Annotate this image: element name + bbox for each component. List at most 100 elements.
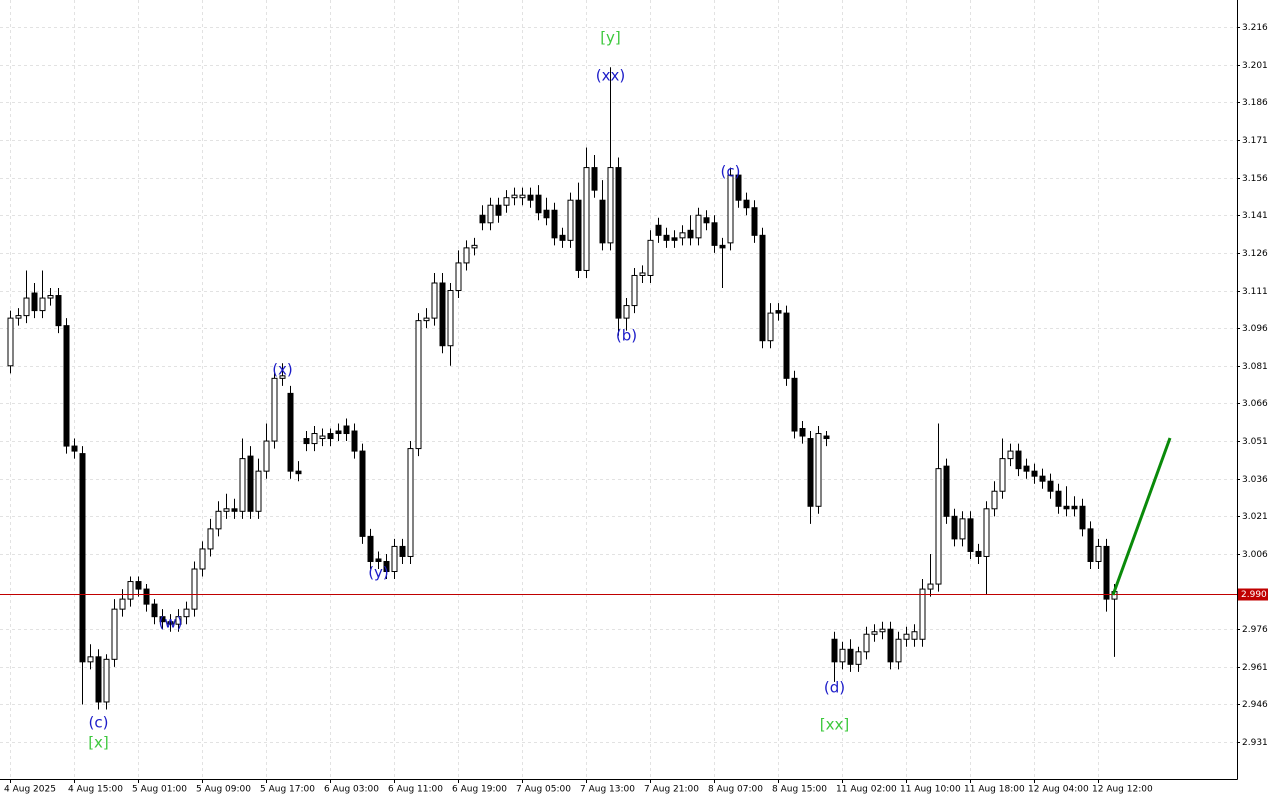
candle-body: [695, 214, 702, 239]
candle-body: [255, 470, 262, 512]
candle-body: [247, 455, 254, 512]
candle-body: [223, 508, 230, 512]
candle-body: [799, 428, 806, 437]
forecast-line: [1111, 437, 1172, 596]
candle-body: [335, 430, 342, 435]
candle-body: [23, 297, 30, 317]
x-tick-label: 7 Aug 13:00: [580, 785, 635, 795]
candle-body: [815, 433, 822, 507]
wave-label: (x): [272, 361, 293, 379]
candle-body: [807, 438, 814, 507]
axes-labels: 2.931 2.946 2.961 2.976 3.006 3.021 3.036 3.051…: [4, 23, 1268, 795]
candle-body: [199, 548, 206, 570]
candle-body: [831, 638, 838, 663]
candle-body: [231, 508, 238, 512]
candle-body: [711, 222, 718, 246]
candle-body: [319, 435, 326, 440]
candle-body: [895, 638, 902, 663]
candle-body: [607, 167, 614, 244]
candle-body: [495, 204, 502, 216]
candle-body: [407, 448, 414, 557]
candle-body: [615, 167, 622, 319]
candle-body: [79, 453, 86, 663]
y-tick-label: 2.946: [1242, 700, 1268, 710]
candle-body: [399, 545, 406, 557]
candle-body: [39, 297, 46, 312]
candle-body: [7, 317, 14, 367]
candle-body: [359, 450, 366, 537]
candles: [7, 67, 1118, 710]
candle-body: [439, 282, 446, 347]
candle-body: [543, 209, 550, 219]
candle-body: [655, 224, 662, 236]
y-tick-label: 2.976: [1242, 625, 1268, 635]
candle-body: [927, 583, 934, 590]
candle-body: [879, 628, 886, 633]
wave-label: (b): [616, 327, 637, 345]
y-tick-label: 3.111: [1242, 287, 1268, 297]
candle-body: [215, 510, 222, 530]
x-tick-label: 12 Aug 04:00: [1028, 785, 1089, 795]
candle-body: [919, 588, 926, 640]
candle-body: [647, 239, 654, 276]
candle-body: [791, 377, 798, 432]
y-tick-label: 3.201: [1242, 61, 1268, 71]
candle-body: [735, 174, 742, 201]
candle-body: [1023, 465, 1030, 472]
candle-body: [599, 199, 606, 244]
candle-body: [1031, 470, 1038, 477]
candle-body: [887, 628, 894, 663]
y-tick-label: 2.961: [1242, 663, 1268, 673]
candle-body: [455, 262, 462, 292]
candle-body: [271, 377, 278, 442]
candle-body: [111, 608, 118, 660]
candle-body: [31, 292, 38, 312]
candle-body: [55, 295, 62, 327]
candle-body: [759, 234, 766, 342]
wave-label: (xx): [596, 67, 625, 85]
candle-body: [383, 560, 390, 573]
candle-body: [983, 508, 990, 557]
candle-body: [15, 315, 22, 319]
candle-body: [279, 375, 286, 379]
candle-body: [591, 167, 598, 191]
y-tick-label: 3.096: [1242, 324, 1268, 334]
candle-body: [1071, 505, 1078, 510]
y-tick-label: 3.156: [1242, 174, 1268, 184]
candle-body: [95, 656, 102, 703]
y-tick-label: 3.006: [1242, 550, 1268, 560]
candle-body: [103, 658, 110, 703]
y-tick-label: 3.036: [1242, 475, 1268, 485]
candle-body: [703, 217, 710, 224]
x-tick-label: 5 Aug 17:00: [260, 785, 315, 795]
candle-body: [855, 651, 862, 665]
x-tick-label: 5 Aug 09:00: [196, 785, 251, 795]
candle-body: [167, 621, 174, 625]
wave-label: [y]: [600, 29, 621, 47]
candle-body: [303, 438, 310, 445]
x-tick-label: 7 Aug 21:00: [644, 785, 699, 795]
candle-body: [639, 272, 646, 276]
candle-body: [847, 648, 854, 665]
candle-body: [367, 535, 374, 562]
candle-body: [463, 247, 470, 264]
candle-body: [183, 608, 190, 618]
candle-body: [431, 282, 438, 319]
candle-body: [671, 237, 678, 241]
x-tick-label: 7 Aug 05:00: [516, 785, 571, 795]
candle-body: [175, 616, 182, 625]
candle-body: [351, 430, 358, 452]
candle-body: [1087, 528, 1094, 562]
candle-body: [567, 199, 574, 241]
candle-body: [47, 295, 54, 299]
wave-label: (c): [721, 163, 741, 181]
candle-body: [623, 305, 630, 319]
candle-body: [1079, 505, 1086, 530]
candle-body: [719, 244, 726, 249]
candle-body: [839, 648, 846, 663]
candle-body: [903, 633, 910, 640]
candle-body: [911, 631, 918, 640]
candle-body: [1055, 490, 1062, 507]
candle-body: [679, 232, 686, 239]
